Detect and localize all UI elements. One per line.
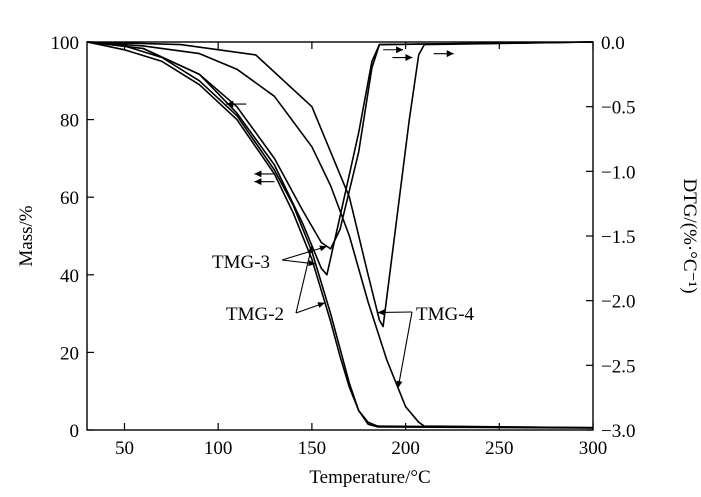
y-left-tick-label: 20: [60, 343, 79, 364]
annotation-tmg-4: TMG-4: [416, 304, 475, 325]
direction-arrow-right: [433, 50, 454, 58]
direction-arrow-right: [392, 54, 413, 62]
y-right-tick-label: −1.0: [601, 162, 635, 183]
x-tick-label: 100: [204, 438, 233, 459]
y-left-tick-label: 80: [60, 111, 79, 132]
y-axis-right-title: DTG/(%·°C⁻¹): [679, 178, 700, 293]
data-series: [86, 41, 594, 429]
y-left-tick-label: 0: [70, 421, 80, 442]
annotation-leaders: [281, 245, 413, 389]
y-left-tick-label: 40: [60, 266, 79, 287]
series-tmg-2-dtg: [86, 41, 594, 276]
x-tick-label: 200: [391, 438, 420, 459]
y-right-tick-label: −3.0: [601, 421, 635, 442]
x-axis: 50 100 150 200 250 300: [115, 42, 607, 459]
y-right-tick-label: −1.5: [601, 227, 635, 248]
y-right-tick-label: 0.0: [601, 33, 625, 54]
plot-frame: [86, 41, 594, 431]
direction-arrow-left: [254, 170, 275, 178]
annotation-leader: [396, 311, 413, 389]
y-right-tick-label: −2.5: [601, 356, 635, 377]
annotation-tmg-2: TMG-2: [226, 304, 284, 325]
y-right-tick-label: −2.0: [601, 292, 635, 313]
direction-arrow-left: [254, 178, 275, 186]
y-right-tick-label: −0.5: [601, 98, 635, 119]
x-tick-label: 50: [115, 438, 134, 459]
annotation-leader: [281, 245, 328, 261]
series-tmg-2-mass: [86, 41, 594, 429]
y-left-tick-label: 100: [51, 33, 80, 54]
annotation-leader: [295, 302, 326, 314]
direction-arrow-right: [383, 46, 404, 54]
series-tmg-3-dtg: [86, 41, 594, 250]
axis-direction-arrows: [226, 46, 454, 186]
x-tick-label: 250: [485, 438, 514, 459]
direction-arrow-left: [226, 100, 247, 108]
y-axis-left: 0 20 40 60 80 100: [51, 33, 94, 442]
y-left-tick-label: 60: [60, 188, 79, 209]
annotation-leader: [377, 309, 413, 316]
annotation-leader: [281, 259, 316, 267]
x-tick-label: 150: [298, 438, 327, 459]
annotation-leader: [295, 245, 314, 314]
x-axis-title: Temperature/°C: [309, 467, 430, 488]
series-tmg-3-mass: [86, 41, 594, 429]
y-axis-right: 0.0 −0.5 −1.0 −1.5 −2.0 −2.5 −3.0: [586, 33, 635, 442]
annotation-tmg-3: TMG-3: [212, 252, 270, 273]
y-axis-left-title: Mass/%: [16, 205, 37, 266]
x-tick-label: 300: [579, 438, 608, 459]
series-tmg-4-dtg: [86, 41, 594, 328]
series-tmg-4-mass: [86, 41, 594, 429]
